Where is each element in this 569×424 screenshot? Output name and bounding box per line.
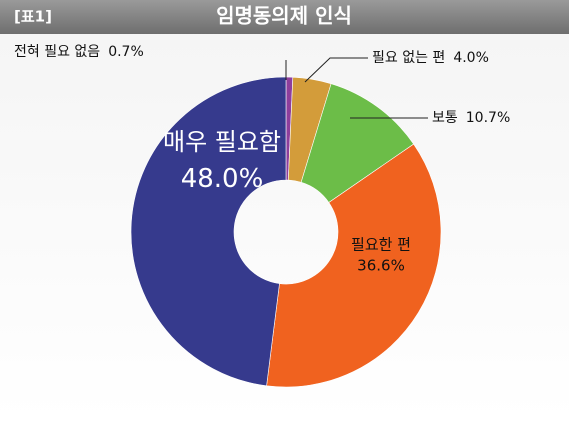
category-label: 필요 없는 편 [372, 50, 445, 66]
donut-slice [300, 83, 415, 203]
donut-slice [130, 76, 287, 387]
value-label: 10.7% [466, 110, 510, 126]
donut-slice [266, 143, 442, 388]
header-bar [0, 0, 569, 34]
value-label: 48.0% [181, 164, 264, 194]
figure-label: [표1] [14, 8, 52, 26]
category-label: 매우 필요함 [163, 128, 281, 156]
value-label: 0.7% [108, 44, 144, 60]
value-label: 36.6% [357, 257, 405, 275]
value-label: 4.0% [453, 50, 489, 66]
category-label: 필요한 편 [351, 236, 411, 254]
leader-line [304, 57, 368, 83]
category-label: 보통 [432, 110, 458, 126]
chart-title: 임명동의제 인식 [216, 4, 352, 28]
category-label: 전혀 필요 없음 [14, 44, 100, 60]
